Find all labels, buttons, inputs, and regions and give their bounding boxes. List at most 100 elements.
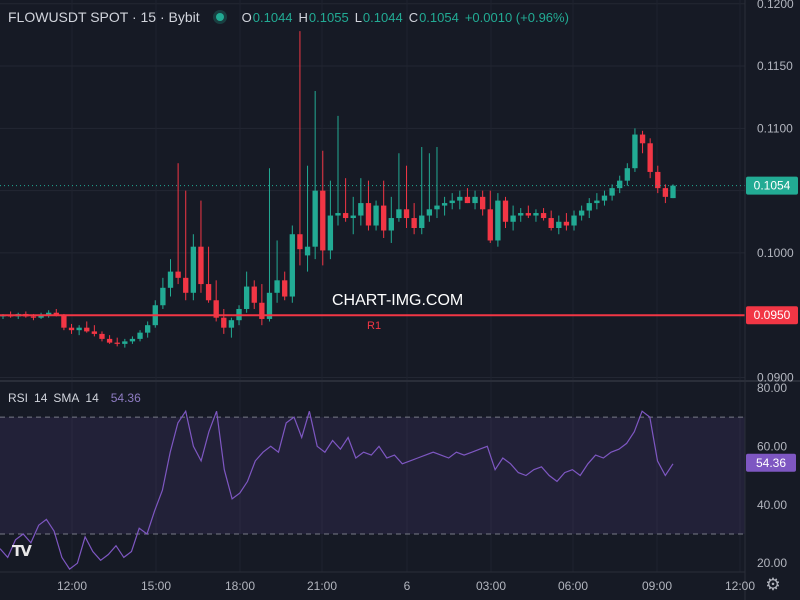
candle-body <box>183 277 189 293</box>
price-tick-label: 0.1150 <box>757 59 793 73</box>
candle <box>114 337 120 347</box>
candle-body <box>510 215 516 222</box>
candle-body <box>419 215 425 228</box>
candle-body <box>274 280 280 293</box>
price-tick-label: 0.1000 <box>757 246 794 260</box>
last-price-tag: 0.1054 <box>746 176 798 195</box>
candle-body <box>46 312 52 316</box>
candle-body <box>282 280 288 297</box>
candle <box>647 138 653 179</box>
candle <box>373 200 379 231</box>
candle-body <box>472 196 478 204</box>
candle <box>304 165 311 272</box>
candle <box>312 90 318 260</box>
candle <box>479 190 486 216</box>
candle-body <box>662 188 669 197</box>
candle <box>266 168 273 322</box>
candle <box>152 300 158 328</box>
rsi-current-value: 54.36 <box>110 391 141 405</box>
candle <box>122 338 128 348</box>
market-status-icon[interactable] <box>215 13 224 21</box>
close-label: C <box>408 9 419 25</box>
candle-body <box>190 246 197 293</box>
rsi-sma-label: SMA <box>53 391 80 405</box>
candle-body <box>426 209 433 216</box>
candle-body <box>213 300 219 318</box>
candle <box>205 246 212 303</box>
candle-body <box>441 203 448 206</box>
candle <box>99 331 105 342</box>
candle-body <box>609 188 615 196</box>
candle <box>251 280 257 309</box>
candle-body <box>381 205 387 231</box>
candle-body <box>449 200 455 204</box>
candle <box>327 180 334 260</box>
time-tick-label: 12:00 <box>725 579 755 593</box>
candle-body <box>563 221 570 226</box>
candle <box>472 190 478 210</box>
rsi-tick-label: 40.00 <box>757 498 787 512</box>
candle-body <box>548 218 554 228</box>
resistance-price-tag: 0.0950 <box>746 306 798 325</box>
candle <box>502 196 509 228</box>
candle <box>221 308 227 334</box>
high-label: H <box>298 9 308 25</box>
candle <box>571 210 577 231</box>
close-value: 0.1054 <box>419 9 459 25</box>
watermark: CHART-IMG.COM <box>332 292 463 309</box>
candle <box>487 190 493 243</box>
candle <box>510 205 516 231</box>
candle <box>632 128 638 172</box>
candle-body <box>289 234 295 297</box>
candle <box>76 325 82 336</box>
candle-body <box>358 203 364 216</box>
candle <box>586 198 592 219</box>
candle-body <box>495 200 501 241</box>
rsi-axis[interactable]: 80.00 60.00 40.00 20.00 <box>757 381 787 570</box>
candle <box>655 165 661 194</box>
candle-body <box>61 315 67 328</box>
candle-body <box>502 200 509 222</box>
candle <box>84 321 90 333</box>
candle <box>259 284 265 326</box>
candle <box>46 310 52 318</box>
candle <box>457 190 463 210</box>
candle <box>381 180 387 238</box>
candle <box>297 31 303 266</box>
rsi-value-label: 54.36 <box>756 456 786 470</box>
candle <box>144 321 151 338</box>
candle <box>274 240 280 303</box>
candle-body <box>122 341 128 344</box>
candle-body <box>403 209 410 219</box>
open-value: 0.1044 <box>252 9 293 25</box>
candle-body <box>228 320 235 328</box>
candle-body <box>99 333 105 339</box>
candle <box>617 175 623 194</box>
time-tick-label: 09:00 <box>642 579 672 593</box>
gear-icon[interactable]: ⚙ <box>765 575 781 594</box>
candle-body <box>259 302 265 319</box>
candle <box>563 213 570 231</box>
candle <box>609 184 615 201</box>
candle-body <box>137 332 143 339</box>
time-axis[interactable]: 12:00 15:00 18:00 21:00 6 03:00 06:00 09:00 12:0… <box>57 579 755 593</box>
candle-body <box>198 246 204 285</box>
candle <box>388 196 394 243</box>
candle-body <box>556 221 562 228</box>
resistance-label: R1 <box>367 320 381 332</box>
candle-body <box>632 134 638 169</box>
tradingview-logo-icon[interactable]: TV <box>12 542 32 560</box>
candle <box>441 196 448 216</box>
candle-body <box>586 203 592 211</box>
candle-body <box>487 209 493 241</box>
candle <box>68 323 75 334</box>
rsi-legend[interactable]: RSI 14 SMA 14 54.36 <box>8 391 141 405</box>
symbol-title[interactable]: FLOWUSDT SPOT · 15 · Bybit <box>8 9 200 25</box>
candles <box>0 31 676 348</box>
candle <box>160 277 166 309</box>
candle-body <box>525 213 532 216</box>
candle-body <box>30 316 37 318</box>
price-tick-label: 0.0900 <box>757 371 794 385</box>
candle <box>662 184 669 204</box>
